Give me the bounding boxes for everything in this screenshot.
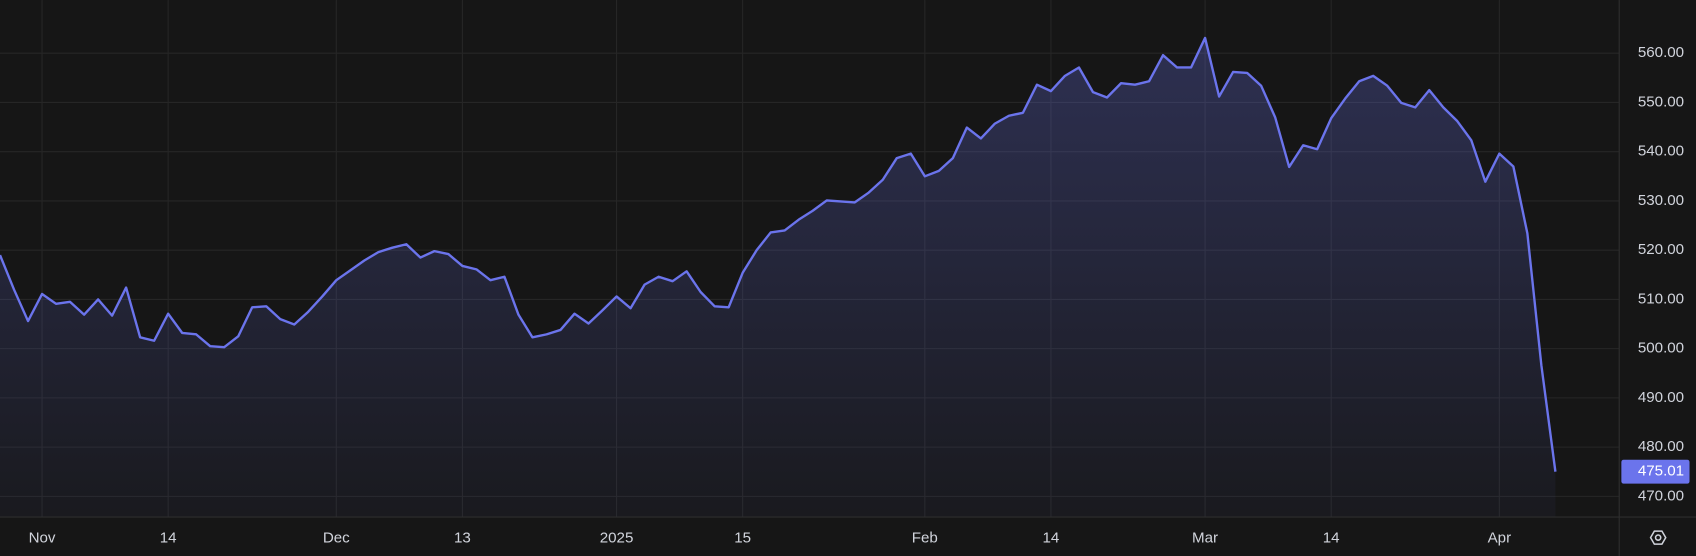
y-tick-label: 510.00 [1638, 290, 1684, 307]
y-tick-label: 540.00 [1638, 143, 1684, 160]
line [0, 36, 1557, 472]
plot [0, 36, 1557, 518]
last-price-label: 475.01 [1638, 463, 1684, 480]
axes: 470.00 480.00 490.00 500.00 510.00 520.00 530.… [29, 44, 1690, 547]
y-tick-label: 490.00 [1638, 389, 1684, 406]
settings-icon-center[interactable] [1654, 534, 1662, 541]
x-tick-label: Apr [1488, 530, 1512, 547]
x-tick-label: 14 [160, 530, 177, 547]
y-tick-label: 550.00 [1638, 93, 1684, 110]
y-tick-label: 520.00 [1638, 241, 1684, 258]
settings-icon[interactable] [1649, 530, 1667, 545]
x-tick-label: Nov [29, 530, 56, 547]
x-tick-label: Mar [1192, 530, 1218, 547]
y-tick-label: 530.00 [1638, 192, 1684, 209]
x-tick-label: 15 [734, 530, 751, 547]
last-price-box [1621, 459, 1690, 484]
settings-button[interactable] [1649, 530, 1667, 545]
y-tick-label: 560.00 [1638, 44, 1684, 61]
y-tick-label: 470.00 [1638, 487, 1684, 504]
x-tick-label: Feb [912, 530, 938, 547]
area [0, 37, 1556, 518]
x-tick-label: Dec [323, 530, 350, 547]
x-tick-label: 2025 [600, 530, 634, 547]
x-tick-label: 14 [1323, 530, 1340, 547]
y-tick-label: 500.00 [1638, 340, 1684, 357]
x-tick-label: 13 [454, 530, 471, 547]
y-tick-label: 480.00 [1638, 438, 1684, 455]
x-tick-label: 14 [1043, 530, 1060, 547]
